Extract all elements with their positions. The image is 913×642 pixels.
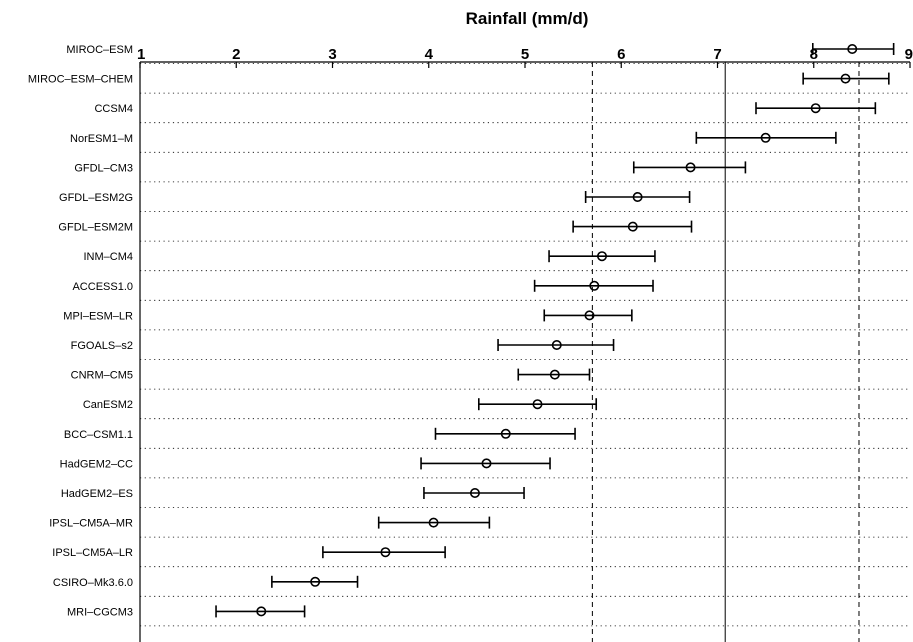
model-label: CSIRO–Mk3.6.0 — [53, 577, 133, 589]
model-labels: MIROC–ESM MIROC–ESM–CHEM CCSM4 NorESM1–M GFD… — [28, 44, 133, 618]
mean-point — [584, 310, 595, 321]
mean-point — [532, 399, 543, 410]
x-tick-label: 4 — [425, 46, 434, 63]
model-label: GFDL–CM3 — [74, 162, 133, 174]
model-label: HadGEM2–ES — [61, 488, 133, 500]
model-label: CCSM4 — [94, 103, 133, 115]
mean-point — [589, 280, 600, 291]
model-label: GFDL–ESM2G — [59, 192, 133, 204]
model-label: IPSL–CM5A–MR — [49, 518, 133, 530]
x-tick-label: 2 — [232, 46, 240, 63]
mean-point — [310, 576, 321, 587]
mean-point — [760, 132, 771, 143]
mean-point — [632, 192, 643, 203]
chart-title: Rainfall (mm/d) — [466, 9, 589, 28]
model-label: GFDL–ESM2M — [58, 222, 133, 234]
mean-point — [380, 547, 391, 558]
mean-point — [481, 458, 492, 469]
x-tick-label: 5 — [521, 46, 529, 63]
x-tick-label: 3 — [328, 46, 336, 63]
mean-point — [810, 103, 821, 114]
model-label: IPSL–CM5A–LR — [52, 547, 133, 559]
mean-point — [596, 251, 607, 262]
model-label: INM–CM4 — [83, 251, 133, 263]
x-ticks: 1 2 3 4 5 6 7 8 9 — [137, 46, 913, 68]
mean-point — [840, 73, 851, 84]
x-tick-label: 6 — [617, 46, 625, 63]
mean-point — [469, 487, 480, 498]
model-label: NorESM1–M — [70, 133, 133, 145]
x-tick-label: 8 — [810, 46, 818, 63]
mean-point — [428, 517, 439, 528]
model-label: MIROC–ESM — [66, 44, 133, 56]
model-label: MIROC–ESM–CHEM — [28, 74, 133, 86]
x-tick-label: 1 — [137, 46, 145, 63]
model-label: ACCESS1.0 — [72, 281, 133, 293]
model-label: CanESM2 — [83, 399, 133, 411]
model-label: BCC–CSM1.1 — [64, 429, 133, 441]
error-bars — [215, 43, 895, 618]
model-label: MPI–ESM–LR — [63, 310, 133, 322]
mean-point — [847, 43, 858, 54]
model-label: MRI–CGCM3 — [67, 606, 133, 618]
mean-point — [549, 369, 560, 380]
model-label: CNRM–CM5 — [71, 370, 133, 382]
mean-point — [627, 221, 638, 232]
mean-point — [685, 162, 696, 173]
x-tick-label: 9 — [905, 46, 913, 63]
mean-point — [551, 339, 562, 350]
mean-point — [256, 606, 267, 617]
x-tick-label: 7 — [713, 46, 721, 63]
model-label: FGOALS–s2 — [71, 340, 133, 352]
mean-point — [500, 428, 511, 439]
model-label: HadGEM2–CC — [60, 458, 133, 470]
reference-lines — [591, 62, 860, 642]
